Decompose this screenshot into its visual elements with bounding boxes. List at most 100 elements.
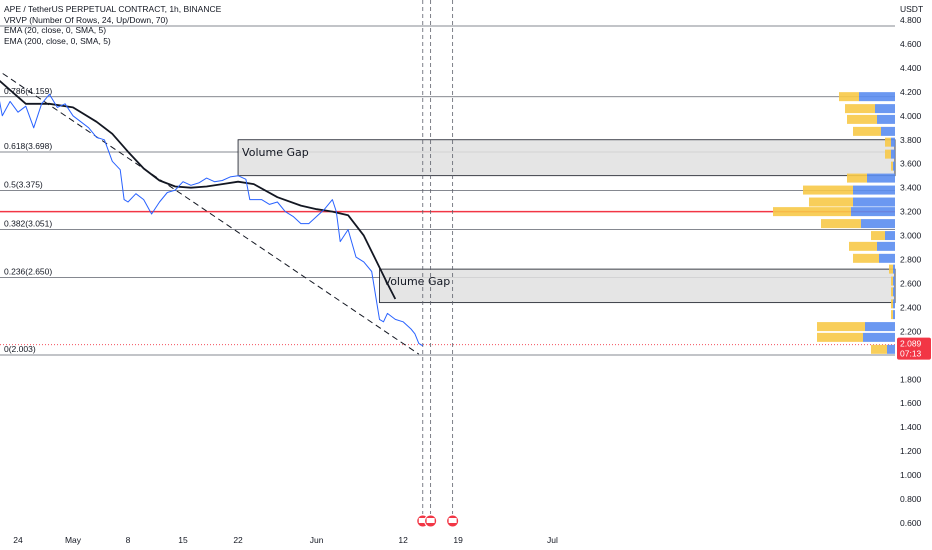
volume-profile-down-bar — [861, 219, 895, 229]
price-tick-label: 4.200 — [900, 87, 922, 97]
event-flag-stripe — [418, 518, 427, 523]
volume-profile-up-bar — [891, 276, 893, 286]
price-tick-label: 4.400 — [900, 63, 922, 73]
volume-profile-up-bar — [849, 241, 877, 251]
volume-profile-down-bar — [893, 276, 895, 286]
legend-ema-20[interactable]: EMA (20, close, 0, SMA, 5) — [4, 25, 107, 35]
legend-vrvp[interactable]: VRVP (Number Of Rows, 24, Up/Down, 70) — [4, 14, 169, 25]
volume-profile-up-bar — [891, 287, 893, 297]
chart-legend: APE / TetherUS PERPETUAL CONTRACT, 1h, B… — [4, 4, 221, 46]
price-tick-label: 3.600 — [900, 159, 922, 169]
volume-gap-box — [379, 268, 896, 304]
time-tick-label: 22 — [233, 535, 243, 545]
volume-profile-up-bar — [817, 322, 865, 332]
volume-profile-down-bar — [877, 241, 895, 251]
volume-profile-up-bar — [891, 299, 893, 309]
volume-profile-up-bar — [821, 219, 861, 229]
legend-symbol-title[interactable]: APE / TetherUS PERPETUAL CONTRACT, 1h, B… — [4, 4, 222, 14]
volume-profile-down-bar — [893, 287, 895, 297]
price-tick-label: 1.400 — [900, 422, 922, 432]
volume-gap-boxes: Volume Gap Volume Gap — [237, 139, 896, 304]
volume-profile-up-bar — [871, 344, 887, 354]
volume-profile-down-bar — [879, 253, 895, 263]
volume-gap-label: Volume Gap — [242, 146, 309, 159]
time-axis[interactable]: 24 May 8 15 22 Jun 12 19 Jul — [13, 535, 558, 545]
fibonacci-levels: 0.786(4.159)0.618(3.698)0.5(3.375)0.382(… — [0, 25, 895, 356]
fib-level-label: 0.236(2.650) — [4, 266, 52, 276]
volume-profile-up-bar — [891, 310, 893, 320]
volume-profile-down-bar — [893, 161, 895, 171]
time-tick-label: May — [65, 535, 82, 545]
price-tag-value: 2.089 — [900, 339, 922, 349]
volume-profile-down-bar — [877, 114, 895, 124]
volume-profile-up-bar — [853, 253, 879, 263]
volume-gap-box — [237, 139, 896, 177]
time-tick-label: 8 — [126, 535, 131, 545]
price-tick-label: 1.600 — [900, 398, 922, 408]
price-tick-label: 1.000 — [900, 470, 922, 480]
volume-profile-up-bar — [773, 207, 851, 217]
fib-level-label: 0(2.003) — [4, 344, 36, 354]
price-tick-label: 3.000 — [900, 231, 922, 241]
price-line — [0, 93, 424, 347]
time-tick-label: 15 — [178, 535, 188, 545]
volume-profile — [773, 92, 895, 354]
volume-profile-down-bar — [893, 310, 895, 320]
price-tick-label: 2.600 — [900, 278, 922, 288]
fib-level-label: 0.5(3.375) — [4, 180, 43, 190]
volume-profile-down-bar — [885, 231, 895, 241]
volume-profile-down-bar — [853, 185, 895, 195]
legend-ema-200[interactable]: EMA (200, close, 0, SMA, 5) — [4, 35, 111, 46]
volume-profile-up-bar — [889, 264, 893, 274]
volume-profile-up-bar — [803, 185, 853, 195]
volume-profile-down-bar — [851, 207, 895, 217]
volume-profile-up-bar — [817, 332, 863, 342]
volume-profile-down-bar — [867, 173, 895, 183]
price-tick-label: 3.800 — [900, 135, 922, 145]
price-tick-label: 4.800 — [900, 15, 922, 25]
event-flag-stripe — [448, 518, 457, 523]
time-tick-label: Jul — [547, 535, 558, 545]
volume-profile-down-bar — [865, 322, 895, 332]
currency-label: USDT — [900, 4, 923, 14]
volume-profile-down-bar — [863, 332, 895, 342]
volume-profile-down-bar — [881, 126, 895, 136]
volume-profile-down-bar — [887, 344, 895, 354]
volume-profile-up-bar — [871, 231, 885, 241]
time-tick-label: 24 — [13, 535, 23, 545]
volume-profile-down-bar — [853, 197, 895, 207]
price-tick-label: 4.000 — [900, 111, 922, 121]
volume-profile-down-bar — [891, 137, 895, 147]
volume-profile-up-bar — [845, 104, 875, 114]
volume-profile-up-bar — [853, 126, 881, 136]
event-lines — [416, 0, 460, 528]
time-tick-label: Jun — [310, 535, 324, 545]
price-tick-label: 3.400 — [900, 183, 922, 193]
volume-profile-down-bar — [891, 149, 895, 159]
volume-profile-down-bar — [893, 264, 895, 274]
chart-series — [0, 71, 424, 355]
price-tag-countdown: 07:13 — [900, 349, 922, 359]
volume-profile-up-bar — [847, 114, 877, 124]
volume-profile-up-bar — [885, 137, 891, 147]
volume-profile-down-bar — [893, 299, 895, 309]
price-tick-label: 2.800 — [900, 255, 922, 265]
volume-profile-up-bar — [885, 149, 891, 159]
time-tick-label: 12 — [398, 535, 408, 545]
ema-20-line — [0, 80, 397, 300]
price-tag-box — [897, 337, 931, 360]
price-tick-label: 4.600 — [900, 39, 922, 49]
price-tick-label: 0.600 — [900, 518, 922, 528]
price-tick-label: 3.200 — [900, 207, 922, 217]
volume-profile-down-bar — [875, 104, 895, 114]
volume-profile-up-bar — [839, 92, 859, 102]
price-tick-label: 2.400 — [900, 302, 922, 312]
volume-profile-down-bar — [859, 92, 895, 102]
volume-profile-up-bar — [891, 161, 893, 171]
dashed-trendline — [0, 71, 420, 355]
volume-profile-up-bar — [809, 197, 853, 207]
volume-gap-label: Volume Gap — [384, 275, 451, 288]
